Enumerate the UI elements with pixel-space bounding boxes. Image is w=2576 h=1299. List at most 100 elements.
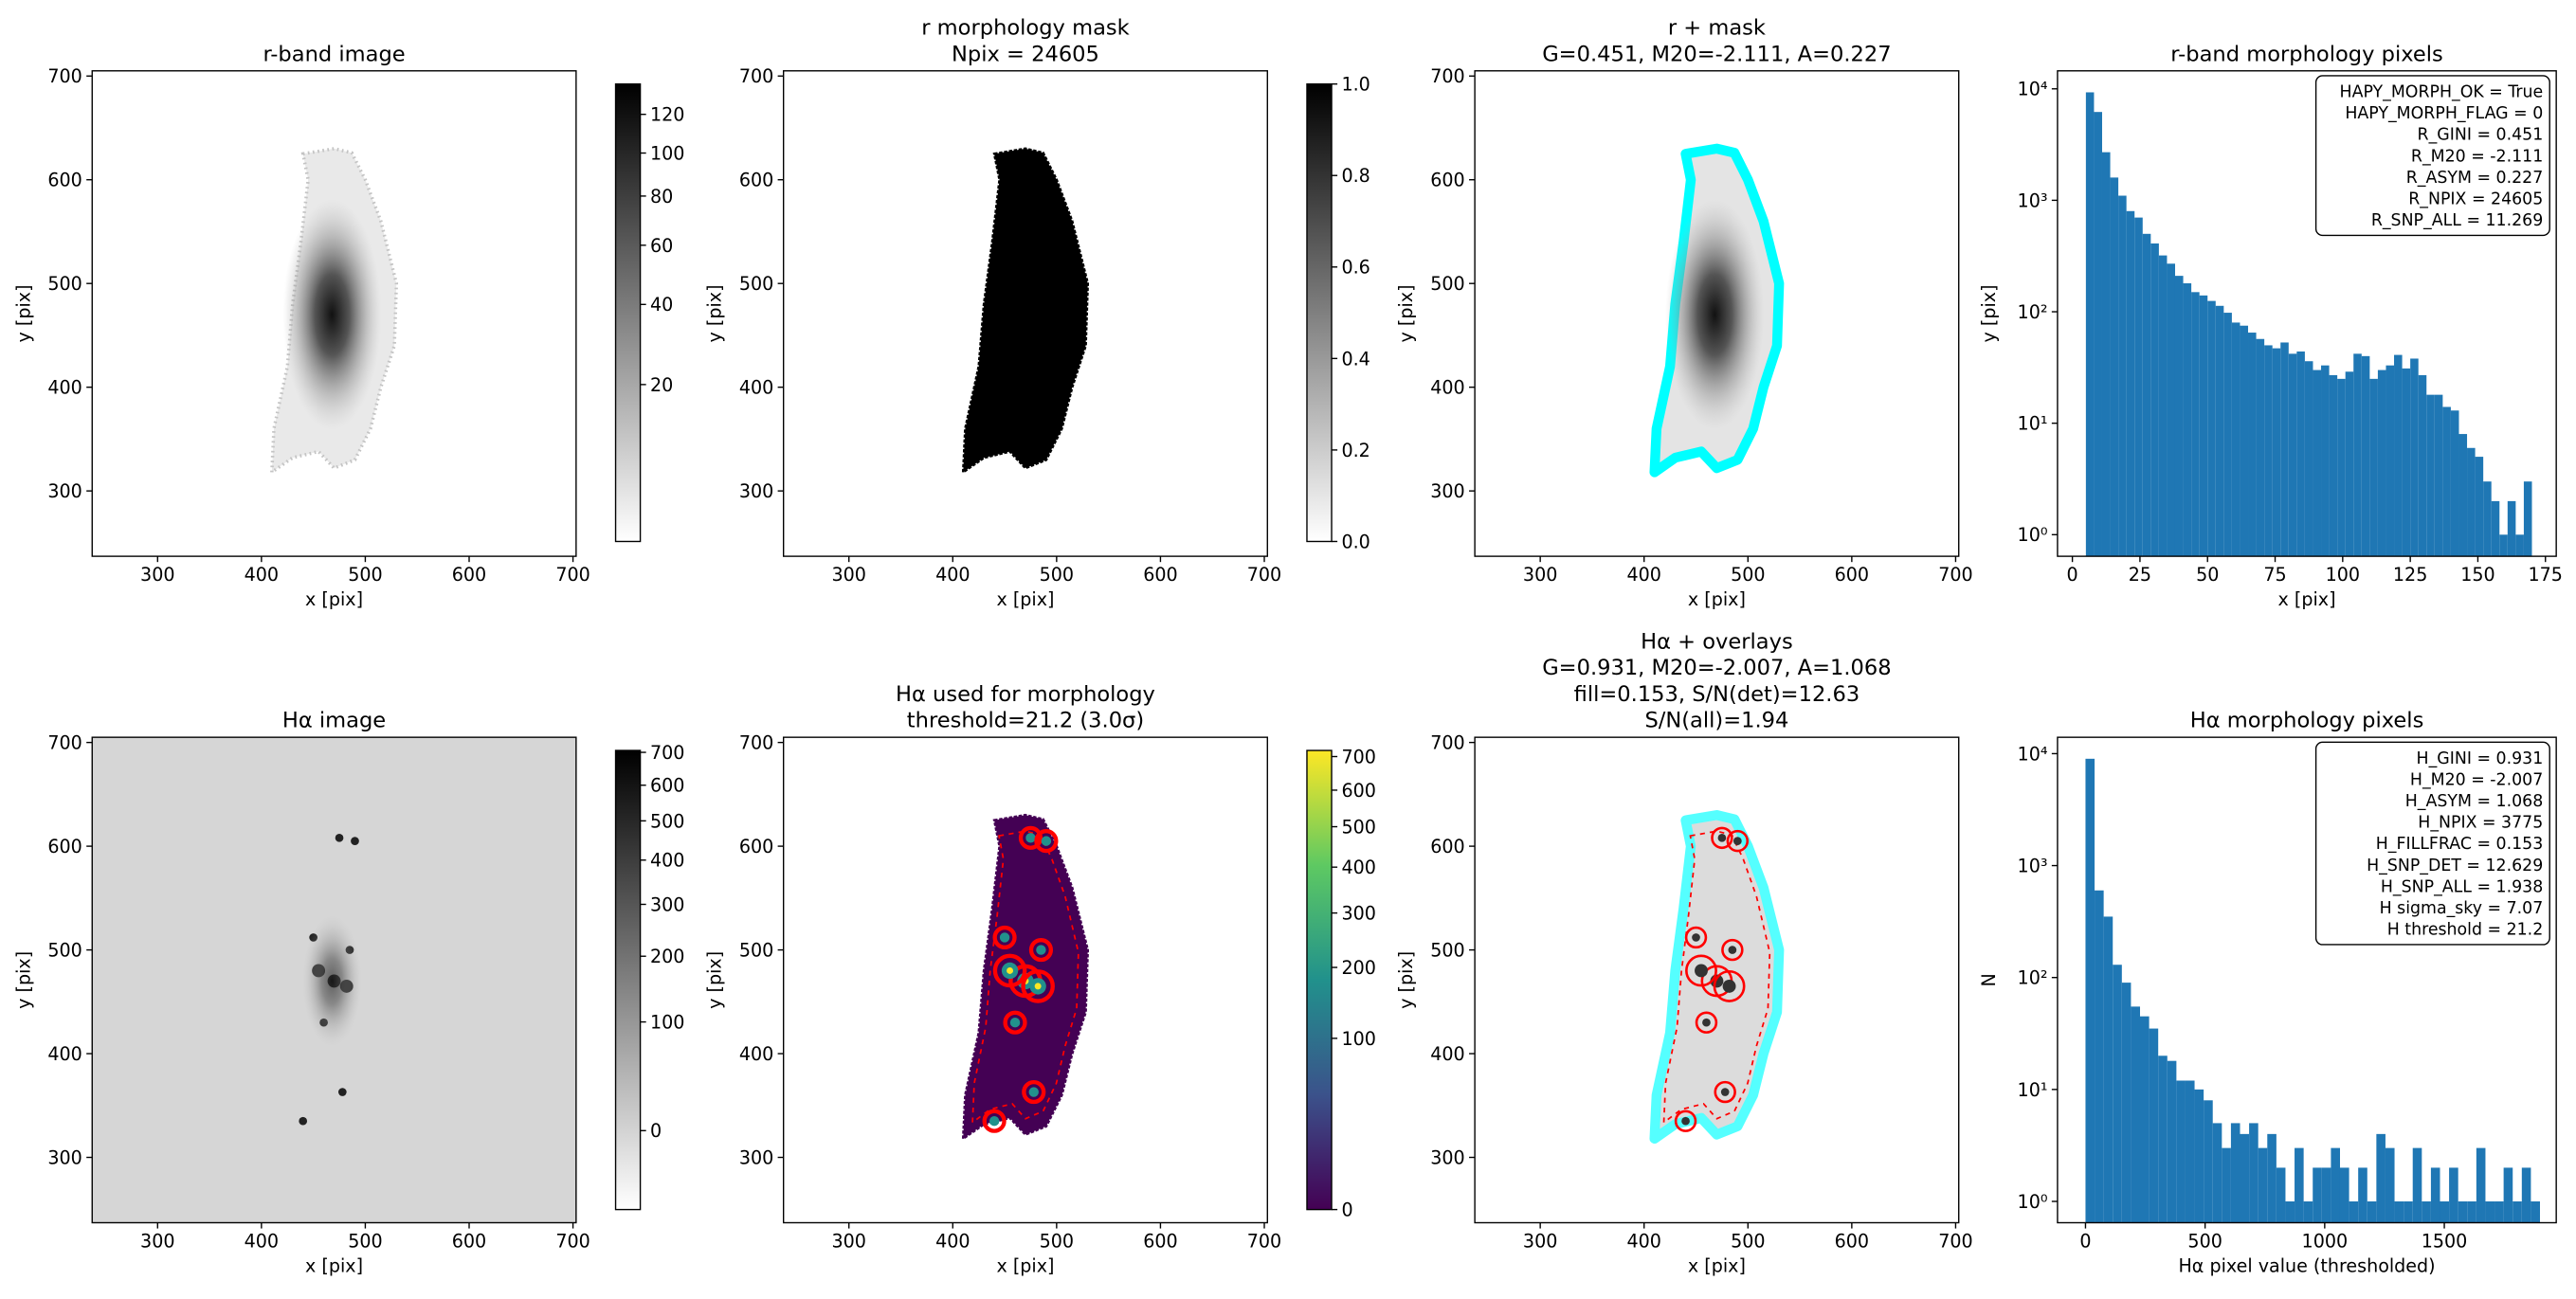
bar: [2521, 1167, 2531, 1223]
bar: [2183, 283, 2192, 557]
bar: [2149, 1028, 2159, 1223]
y-tick-label: 500: [739, 940, 773, 962]
y-tick-label: 500: [47, 273, 82, 295]
y-tick-label: 500: [1430, 273, 1464, 295]
bar: [2118, 195, 2127, 557]
bar: [2337, 378, 2346, 557]
x-tick-label: 400: [1626, 1231, 1660, 1253]
contour: [992, 953, 1027, 988]
y-tick-label: 600: [739, 170, 773, 191]
colorbar-tick-label: 300: [1341, 903, 1375, 925]
x-tick-label: 125: [2393, 564, 2427, 586]
bar: [2410, 358, 2419, 557]
annotation: HAPY_MORPH_FLAG = 0: [2345, 104, 2543, 123]
knot: [1717, 834, 1727, 842]
x-tick-label: 400: [935, 564, 970, 586]
bar: [2272, 348, 2281, 557]
x-axis-label: x [pix]: [996, 1255, 1054, 1277]
knot: [335, 834, 344, 842]
x-tick-label: 500: [1731, 564, 1765, 586]
colorbar-tick-label: 100: [650, 142, 684, 164]
annotation: H_SNP_DET = 12.629: [2367, 857, 2543, 875]
x-tick-label: 0: [2079, 1231, 2091, 1253]
bar: [2476, 1147, 2486, 1223]
annotation: R_M20 = -2.111: [2411, 147, 2543, 166]
bar: [2394, 354, 2403, 557]
bar: [2402, 368, 2411, 557]
x-tick-label: 0: [2067, 564, 2078, 586]
bar: [2176, 1080, 2186, 1223]
bar: [2276, 1167, 2286, 1223]
bar: [2321, 1167, 2331, 1223]
bar: [2121, 983, 2132, 1223]
bar: [2499, 534, 2508, 557]
bar: [2174, 276, 2184, 557]
chart-title: r morphology mask: [921, 16, 1129, 41]
bar: [2369, 378, 2378, 557]
bar: [2313, 1167, 2322, 1223]
knot: [1722, 979, 1736, 993]
y-tick-label: 300: [739, 1146, 773, 1168]
bar: [2215, 305, 2224, 557]
y-tick-label: 700: [739, 65, 773, 87]
galaxy-core: [1665, 199, 1765, 430]
chart-title: fill=0.153, S/N(det)=12.63: [1574, 682, 1860, 707]
colorbar: [614, 749, 642, 1211]
axes-frame: [91, 736, 577, 1224]
contour: [1021, 969, 1055, 1003]
bar: [2158, 1055, 2168, 1223]
x-tick-label: 500: [1040, 564, 1074, 586]
y-tick-label: 600: [1430, 170, 1464, 191]
y-tick-label: 300: [1430, 480, 1464, 502]
y-tick-label: 600: [47, 836, 82, 857]
bar: [2491, 500, 2500, 557]
plot-area: [961, 813, 1090, 1142]
y-tick-label: 700: [47, 732, 82, 754]
y-tick-label: 300: [47, 1146, 82, 1168]
x-tick-label: 400: [245, 564, 279, 586]
knot: [1695, 964, 1708, 978]
bar: [2418, 374, 2427, 557]
bar: [2285, 1200, 2295, 1223]
colorbar-tick-label: 300: [650, 893, 684, 915]
bar: [2523, 481, 2532, 557]
y-axis-label: y [pix]: [1978, 284, 2000, 342]
x-tick-label: 700: [1247, 1231, 1281, 1253]
contour: [982, 1109, 1007, 1133]
colorbar-tick-label: 600: [1341, 780, 1375, 802]
bar: [2345, 371, 2354, 557]
bar: [2361, 355, 2370, 557]
annotation: H_NPIX = 3775: [2418, 814, 2543, 833]
x-tick-label: 500: [1040, 1231, 1074, 1253]
colorbar-tick-label: 200: [650, 946, 684, 967]
y-tick-label: 300: [739, 480, 773, 502]
bar: [2303, 1200, 2313, 1223]
x-axis-label: x [pix]: [305, 588, 363, 610]
contour: [1713, 969, 1746, 1002]
bar: [2513, 1200, 2522, 1223]
x-tick-label: 400: [935, 1231, 970, 1253]
x-tick-label: 300: [1523, 1231, 1557, 1253]
bar: [2331, 1147, 2340, 1223]
x-tick-label: 300: [831, 1231, 865, 1253]
x-axis-label: x [pix]: [2278, 588, 2336, 610]
annotation: HAPY_MORPH_OK = True: [2340, 83, 2544, 102]
y-tick-label: 700: [739, 732, 773, 754]
contour: [1711, 826, 1733, 850]
chart-title: Hα morphology pixels: [2190, 709, 2424, 733]
x-tick-label: 600: [452, 1231, 486, 1253]
bar: [2467, 1200, 2476, 1223]
knot: [999, 932, 1010, 943]
panel: 0 25 50 75 100 125 150 175 10⁰ 10¹ 10² 10³ 10⁴ x [pix…: [1978, 42, 2563, 610]
y-axis-label: N: [1978, 973, 2000, 986]
bar: [2085, 92, 2095, 557]
bar: [2450, 410, 2459, 557]
x-tick-label: 600: [1143, 564, 1177, 586]
chart-title: G=0.931, M20=-2.007, A=1.068: [1542, 656, 1891, 680]
y-tick-label: 400: [739, 1043, 773, 1065]
bar: [2531, 1200, 2540, 1223]
plot-area: [961, 147, 1090, 476]
colorbar-tick-label: 500: [1341, 816, 1375, 838]
knot: [337, 1088, 347, 1096]
